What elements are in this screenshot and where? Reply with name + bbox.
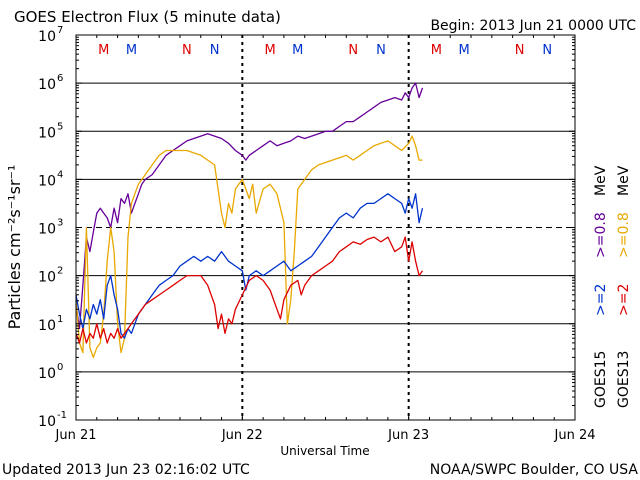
series-line [75,135,423,359]
event-marker: M [264,43,275,58]
event-marker: N [542,43,552,58]
event-marker: N [376,43,386,58]
event-marker: M [459,43,470,58]
legend-g15-ge08: >=0.8 [593,212,609,258]
event-marker: M [126,43,137,58]
event-marker: N [515,43,525,58]
y-tick-label: 10 [38,222,56,238]
footer-updated: Updated 2013 Jun 23 02:16:02 UTC [2,462,250,478]
x-tick-label: Jun 23 [387,428,429,443]
event-marker: N [210,43,220,58]
y-tick-label: 10 [38,270,56,286]
legend-goes13: GOES13 [616,351,632,408]
footer-credit: NOAA/SWPC Boulder, CO USA [430,462,639,478]
chart-title: GOES Electron Flux (5 minute data) [14,8,281,26]
begin-label: Begin: 2013 Jun 21 0000 UTC [430,18,636,34]
event-marker: N [182,43,192,58]
series-line [75,82,424,330]
legend-mev-2: MeV [616,165,632,196]
y-axis-label: Particles cm⁻²s⁻¹sr⁻¹ [5,165,24,330]
x-tick-label: Jun 21 [55,428,97,443]
legend-g15-ge2: >=2 [593,284,609,316]
y-tick-exponent: 4 [57,169,63,180]
day-divider-lines [241,35,410,420]
right-legend: GOES15 >=2 >=0.8 MeV GOES13 >=2 >=0.8 Me… [593,165,632,408]
y-tick-label: 10 [38,29,56,45]
grid-lines [76,82,575,373]
y-tick-label: 10 [38,318,56,334]
legend-mev-1: MeV [593,165,609,196]
y-tick-exponent: 3 [57,218,63,229]
event-marker: M [98,43,109,58]
y-tick-exponent: 2 [57,266,63,277]
series-line [75,236,424,344]
y-tick-exponent: 5 [57,121,63,132]
x-tick-label: Jun 22 [221,428,263,443]
y-tick-label: 10 [38,173,56,189]
series-layer [75,82,424,359]
x-tick-label: Jun 24 [554,428,596,443]
y-tick-exponent: 6 [57,73,63,84]
legend-g13-ge08: >=0.8 [616,212,632,258]
y-tick-exponent: 0 [57,362,63,373]
y-tick-label: 10 [38,414,56,430]
series-line [75,193,424,339]
y-tick-exponent: 1 [57,314,63,325]
event-marker: M [292,43,303,58]
y-tick-label: 10 [38,77,56,93]
legend-g13-ge2: >=2 [616,284,632,316]
event-marker: N [348,43,358,58]
y-tick-label: 10 [38,125,56,141]
legend-goes15: GOES15 [593,351,609,408]
x-axis-label: Universal Time [280,444,369,458]
y-tick-exponent: 7 [57,25,63,36]
event-marker: M [431,43,442,58]
y-tick-label: 10 [38,366,56,382]
x-axis-ticks: Jun 21 Jun 22 Jun 23 Jun 24 [55,35,596,443]
y-tick-exponent: -1 [57,410,67,421]
